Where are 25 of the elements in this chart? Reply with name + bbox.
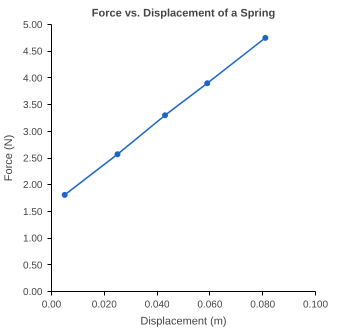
- x-tick-label: 0.060: [197, 300, 223, 310]
- y-tick-label: 1.00: [23, 234, 43, 245]
- y-tick-label: 3.50: [23, 100, 43, 112]
- x-tick-label: 0.040: [144, 300, 170, 310]
- y-tick-label: 5.00: [23, 20, 43, 31]
- x-axis-title: Displacement (m): [140, 316, 227, 328]
- point: [204, 80, 210, 86]
- x-tick-label: 0.00: [42, 300, 62, 310]
- y-tick-label: 0.50: [23, 260, 43, 272]
- point: [262, 34, 268, 41]
- point: [114, 151, 120, 158]
- y-tick-label: 2.50: [23, 154, 43, 164]
- chart-title: Force vs. Displacement of a Spring: [92, 8, 276, 20]
- point: [62, 192, 68, 198]
- point: [162, 112, 168, 118]
- y-tick-label: 4.50: [23, 46, 43, 58]
- y-tick-label: 2.00: [23, 180, 43, 192]
- x-tick-label: 0.080: [250, 300, 276, 310]
- x-tick-label: 0.100: [302, 300, 328, 310]
- y-axis-title: Force (N): [3, 134, 16, 182]
- y-tick-label: 1.50: [23, 206, 43, 218]
- y-tick-label: 3.00: [23, 126, 43, 138]
- y-tick-label: 4.00: [23, 73, 43, 84]
- x-tick-label: 0.020: [92, 300, 118, 310]
- y-tick-label: 0.00: [23, 287, 43, 298]
